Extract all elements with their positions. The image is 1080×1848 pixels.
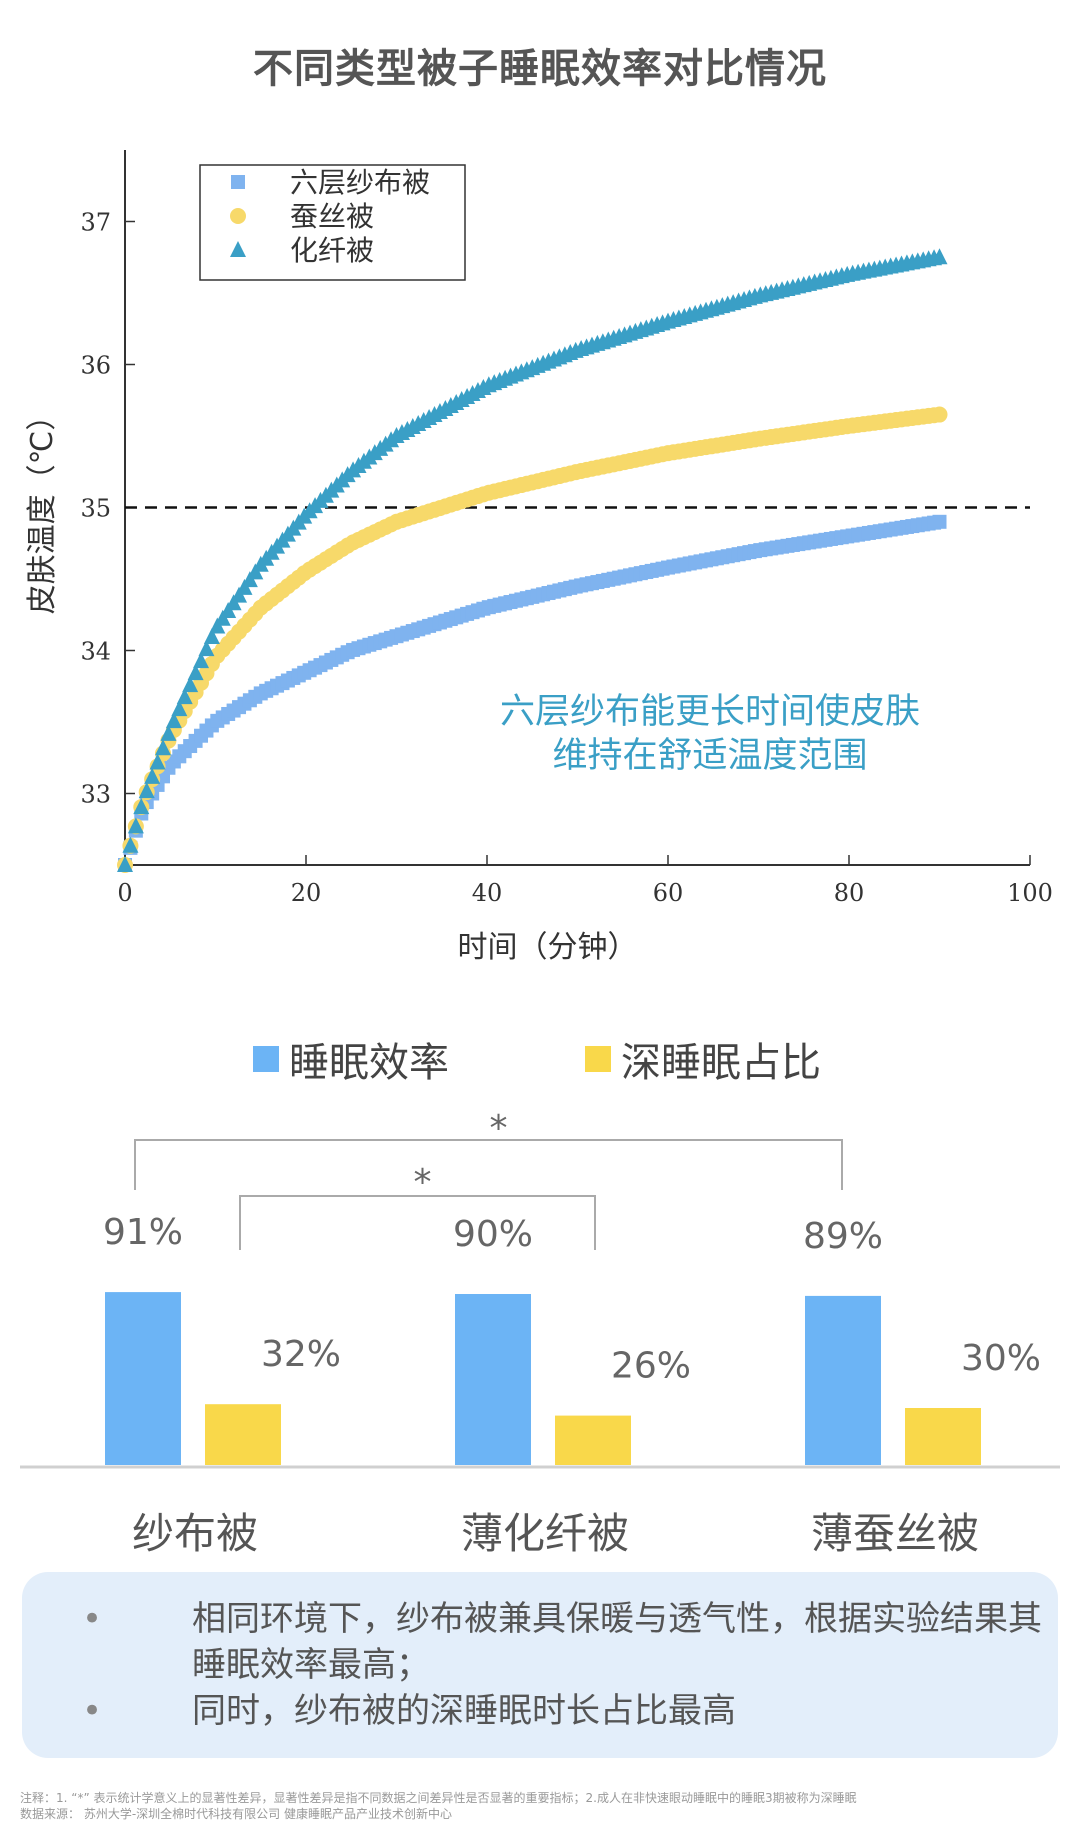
footnote-line-2: 数据来源： 苏州大学-深圳全棉时代科技有限公司 健康睡眠产品产业技术创新中心 bbox=[20, 1807, 452, 1821]
legend-sleep-efficiency: 睡眠效率 bbox=[253, 1030, 449, 1088]
legend-label: 蚕丝被 bbox=[290, 200, 374, 233]
bar-value-label: 30% bbox=[961, 1338, 1041, 1379]
category-label: 纱布被 bbox=[131, 1509, 258, 1558]
sleep-efficiency-chart: 91%32%90%26%89%30%** bbox=[20, 1108, 1060, 1469]
data-point bbox=[182, 676, 199, 693]
legend-label: 六层纱布被 bbox=[290, 166, 430, 199]
significance-brackets: ** bbox=[134, 1108, 843, 1250]
legend-marker bbox=[230, 208, 246, 224]
category-label: 薄蚕丝被 bbox=[810, 1509, 979, 1558]
legend-marker bbox=[231, 175, 245, 189]
data-point bbox=[160, 724, 177, 741]
data-point bbox=[931, 248, 948, 265]
y-tick-label: 33 bbox=[80, 781, 111, 809]
data-point bbox=[203, 628, 220, 645]
bar bbox=[205, 1404, 281, 1465]
data-point bbox=[187, 664, 204, 681]
legend-label: 化纤被 bbox=[290, 234, 374, 267]
data-point bbox=[932, 514, 947, 529]
bar bbox=[455, 1294, 531, 1465]
data-point bbox=[149, 753, 166, 770]
bracket-inner bbox=[239, 1195, 596, 1250]
x-tick-label: 60 bbox=[653, 879, 684, 907]
bar-value-label: 89% bbox=[803, 1216, 883, 1257]
bar bbox=[905, 1408, 981, 1465]
bar bbox=[555, 1415, 631, 1465]
data-point bbox=[122, 836, 139, 853]
data-point bbox=[165, 712, 182, 729]
summary-text: 相同环境下，纱布被兼具保暖与透气性，根据实验结果其睡眠效率最高； bbox=[192, 1599, 1042, 1685]
annotation-line-1: 六层纱布能更长时间使皮肤 bbox=[499, 692, 920, 732]
legend-swatch-blue bbox=[253, 1046, 279, 1072]
data-point bbox=[138, 782, 155, 799]
x-tick-label: 100 bbox=[1007, 879, 1053, 907]
annotation-line-2: 维持在舒适温度范围 bbox=[552, 736, 868, 776]
skin-temperature-chart: 33 34 35 36 37 0 20 40 60 80 100 时间（分钟） 皮肤温度（℃） 六层纱布被… bbox=[25, 150, 1053, 965]
summary-text: 同时，纱布被的深睡眠时长占比最高 bbox=[192, 1691, 736, 1731]
category-label: 薄化纤被 bbox=[460, 1509, 629, 1558]
bar bbox=[805, 1295, 881, 1465]
legend-swatch-yellow bbox=[585, 1046, 611, 1072]
series-circle bbox=[117, 406, 948, 873]
x-axis-title: 时间（分钟） bbox=[458, 930, 638, 965]
x-tick-label: 0 bbox=[117, 879, 132, 907]
data-point bbox=[127, 817, 144, 834]
data-point bbox=[144, 767, 161, 784]
bar-value-label: 26% bbox=[611, 1346, 691, 1387]
data-point bbox=[171, 700, 188, 717]
significance-star: * bbox=[414, 1162, 432, 1203]
data-point bbox=[198, 640, 215, 657]
legend-deep-sleep: 深睡眠占比 bbox=[585, 1030, 821, 1088]
data-point bbox=[117, 856, 133, 872]
significance-star: * bbox=[490, 1108, 508, 1149]
bar bbox=[105, 1292, 181, 1465]
summary-box: • 相同环境下，纱布被兼具保暖与透气性，根据实验结果其睡眠效率最高； • 同时，… bbox=[22, 1572, 1058, 1758]
x-tick-label: 80 bbox=[834, 879, 865, 907]
legend-marker bbox=[230, 241, 246, 257]
chart-annotation: 六层纱布能更长时间使皮肤 维持在舒适温度范围 bbox=[440, 690, 980, 778]
y-tick-label: 37 bbox=[80, 209, 111, 237]
data-point bbox=[193, 652, 210, 669]
series-triangle bbox=[117, 248, 948, 872]
legend-label: 睡眠效率 bbox=[289, 1040, 449, 1086]
x-tick-label: 40 bbox=[472, 879, 503, 907]
y-tick-label: 34 bbox=[80, 638, 111, 666]
bar-value-label: 91% bbox=[103, 1212, 183, 1253]
bullet-icon: • bbox=[82, 1599, 103, 1639]
bullet-icon: • bbox=[82, 1691, 103, 1731]
data-point bbox=[155, 739, 172, 756]
y-tick-label: 35 bbox=[80, 495, 111, 523]
data-point bbox=[931, 406, 948, 423]
y-tick-label: 36 bbox=[80, 352, 111, 380]
bracket-outer bbox=[134, 1139, 843, 1190]
data-point bbox=[176, 688, 193, 705]
bar-value-label: 90% bbox=[453, 1214, 533, 1255]
footnote: 注释：1. “*” 表示统计学意义上的显著性差异，显著性差异是指不同数据之间差异… bbox=[20, 1790, 1060, 1822]
y-axis-title: 皮肤温度（℃） bbox=[25, 401, 60, 615]
footnote-line-1: 注释：1. “*” 表示统计学意义上的显著性差异，显著性差异是指不同数据之间差异… bbox=[20, 1791, 857, 1805]
legend-label: 深睡眠占比 bbox=[621, 1040, 821, 1086]
bar-value-label: 32% bbox=[261, 1334, 341, 1375]
x-tick-label: 20 bbox=[291, 879, 322, 907]
data-point bbox=[133, 798, 150, 815]
page-title: 不同类型被子睡眠效率对比情况 bbox=[253, 46, 827, 92]
